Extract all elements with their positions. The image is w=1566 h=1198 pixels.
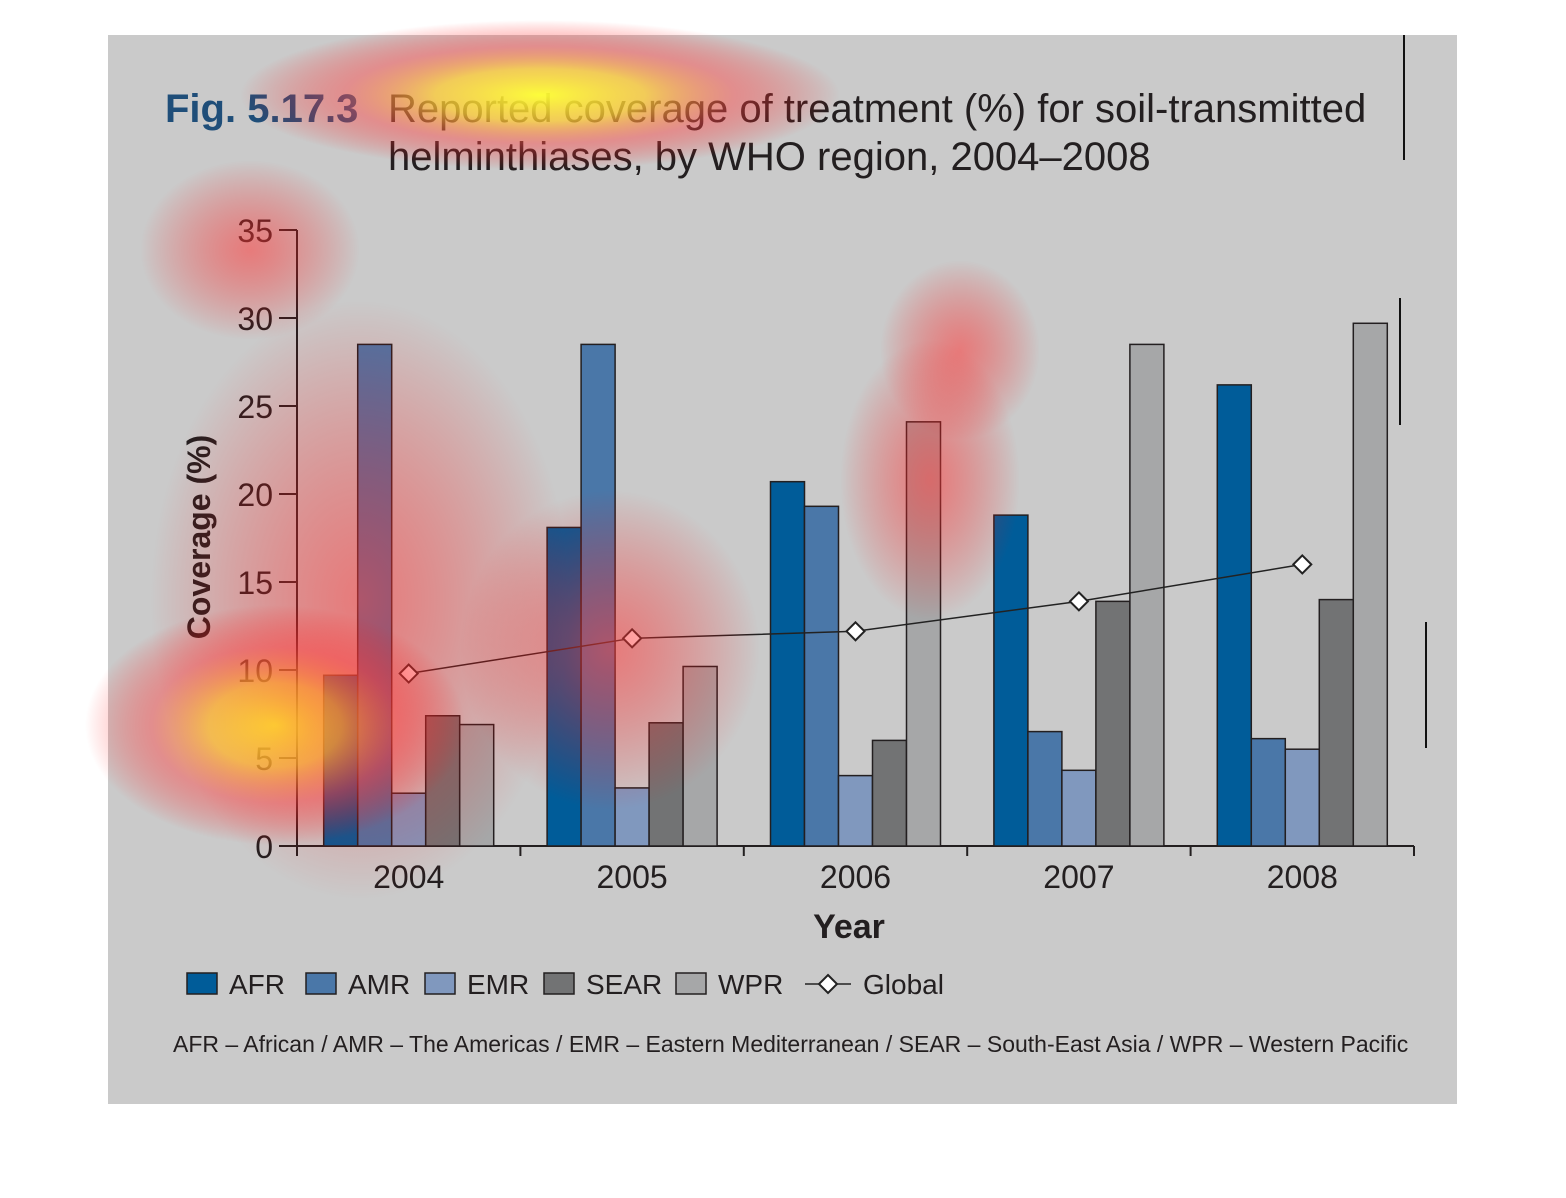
legend-label-global: Global (863, 969, 944, 1000)
bar-emr-2008 (1284, 748, 1321, 847)
y-tick-label: 20 (237, 477, 273, 513)
x-axis-title: Year (813, 908, 885, 946)
legend-label-emr: EMR (467, 969, 529, 1000)
y-tick-label: 30 (237, 301, 273, 337)
y-axis-title: Coverage (%) (181, 435, 217, 640)
bar-amr-2006 (803, 505, 840, 847)
legend: AFR AMR EMR SEAR WPR Global (186, 969, 944, 1000)
figure-number: Fig. 5.17.3 (165, 87, 358, 131)
figure-title-line1: Reported coverage of treatment (%) for s… (388, 87, 1366, 131)
bar-afr-2007 (993, 514, 1029, 847)
legend-label-sear: SEAR (586, 969, 662, 1000)
legend-label-afr: AFR (229, 969, 285, 1000)
legend-swatch-sear (543, 972, 575, 995)
x-tick-label: 2008 (1267, 859, 1338, 895)
y-tick-label: 15 (237, 565, 273, 601)
global-line-series (398, 553, 1313, 684)
bar-afr-2005 (546, 526, 582, 847)
bar-emr-2004 (390, 792, 427, 847)
bar-sear-2005 (648, 722, 684, 847)
bars: 2004 2005 2006 2007 2008 (322, 322, 1389, 895)
global-line (408, 563, 1303, 675)
global-marker-2004 (398, 663, 420, 684)
bar-amr-2005 (580, 343, 616, 847)
bar-sear-2006 (871, 739, 908, 847)
y-tick-label: 0 (255, 829, 273, 865)
bar-wpr-2004 (458, 723, 495, 847)
bar-emr-2006 (837, 774, 874, 847)
x-tick-label: 2004 (373, 859, 444, 895)
y-tick-label: 25 (237, 389, 273, 425)
legend-swatch-wpr (675, 972, 707, 995)
bar-amr-2007 (1027, 730, 1063, 847)
bar-sear-2004 (424, 715, 461, 847)
bar-amr-2004 (356, 343, 393, 847)
global-marker-2005 (621, 627, 643, 649)
global-marker-2007 (1068, 590, 1090, 612)
figure-title-line2: helminthiases, by WHO region, 2004–2008 (388, 135, 1151, 179)
bar-wpr-2008 (1352, 322, 1389, 847)
bar-afr-2006 (769, 480, 806, 847)
global-marker-2008 (1291, 553, 1313, 575)
x-tick-label: 2007 (1043, 859, 1114, 895)
legend-swatch-afr (186, 972, 218, 995)
bar-amr-2008 (1250, 737, 1287, 847)
x-tick-label: 2005 (597, 859, 668, 895)
bar-sear-2007 (1095, 600, 1131, 847)
legend-marker-global (817, 973, 839, 995)
y-tick-label: 35 (237, 213, 273, 249)
legend-label-wpr: WPR (718, 969, 783, 1000)
footnote: AFR – African / AMR – The Americas / EMR… (173, 1031, 1408, 1057)
bar-wpr-2007 (1129, 343, 1165, 847)
x-tick-label: 2006 (820, 859, 891, 895)
y-tick-label: 5 (255, 741, 273, 777)
bar-wpr-2005 (682, 665, 718, 847)
global-marker-2006 (845, 620, 866, 642)
legend-swatch-amr (305, 972, 337, 995)
legend-swatch-emr (424, 972, 456, 995)
bar-afr-2004 (322, 674, 359, 847)
bar-emr-2005 (614, 787, 650, 847)
bar-afr-2008 (1216, 384, 1253, 847)
y-tick-label: 10 (237, 653, 273, 689)
legend-label-amr: AMR (348, 969, 410, 1000)
bar-sear-2008 (1318, 598, 1355, 847)
bar-wpr-2006 (905, 421, 942, 847)
bar-emr-2007 (1061, 769, 1097, 847)
